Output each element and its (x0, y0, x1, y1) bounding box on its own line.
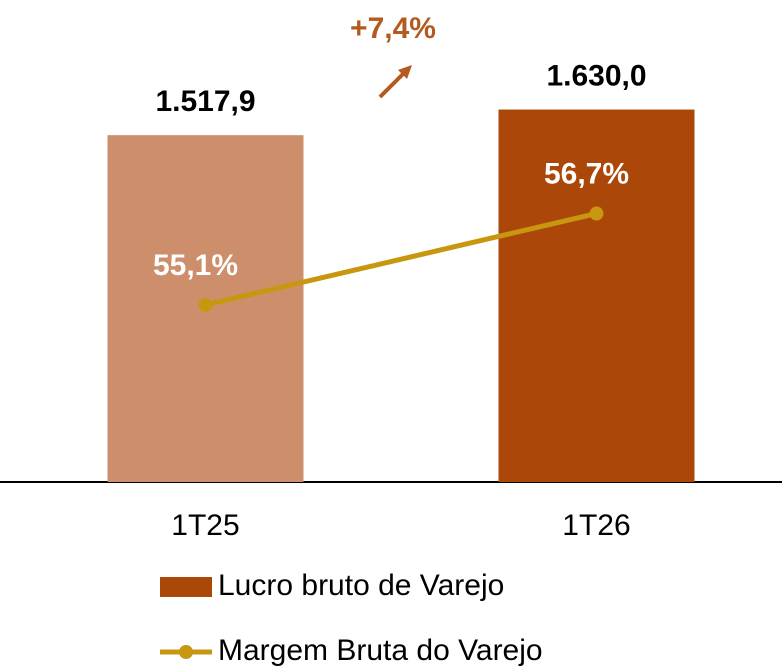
x-tick-label: 1T25 (171, 509, 239, 542)
line-value-label: 56,7% (544, 157, 629, 190)
line-point (198, 297, 213, 312)
bar (498, 109, 695, 483)
bar-value-label: 1.517,9 (155, 85, 255, 118)
line-value-label: 55,1% (153, 249, 238, 282)
line-point (589, 206, 604, 221)
growth-arrow (378, 65, 412, 99)
legend-label: Lucro bruto de Varejo (218, 569, 504, 602)
line (204, 211, 598, 308)
legend-label: Margem Bruta do Varejo (218, 634, 543, 667)
x-tick-label: 1T26 (562, 509, 630, 542)
bar-value-label: 1.630,0 (546, 59, 646, 92)
legend-swatch-point (179, 645, 193, 659)
legend-swatch (160, 577, 212, 597)
annotation: +7,4% (350, 12, 436, 45)
